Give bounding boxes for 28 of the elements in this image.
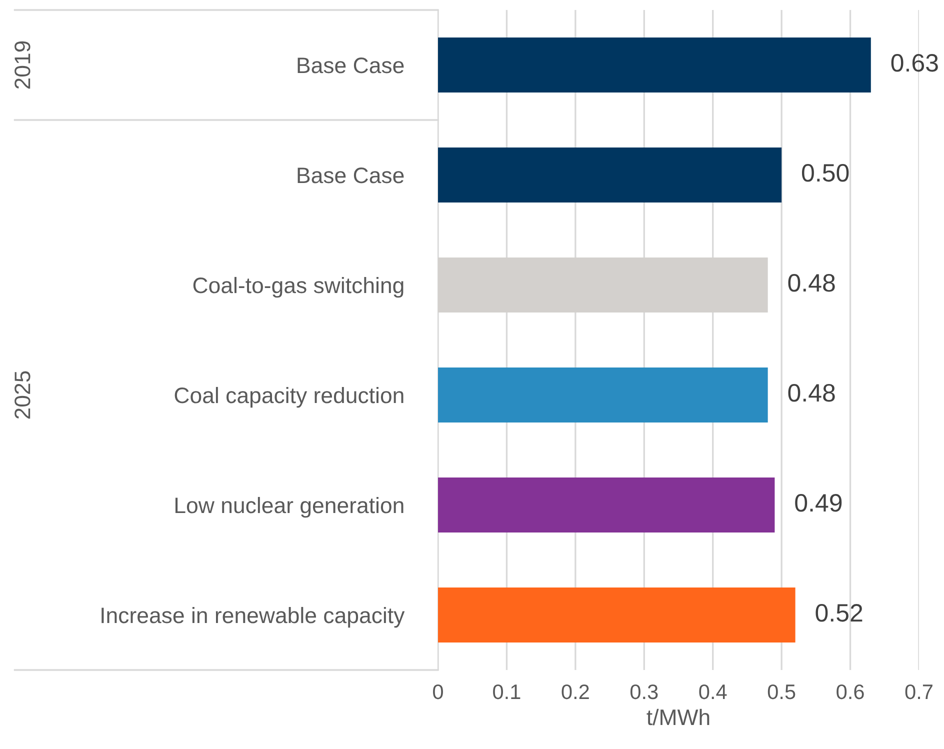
text: 2019: [14, 41, 30, 89]
data-label: 0.49: [795, 494, 842, 512]
x-tick-label: 0.3: [630, 684, 658, 700]
data-label: 0.48: [788, 384, 835, 402]
x-tick-label: 0.2: [562, 684, 589, 700]
data-label: 0.52: [816, 604, 862, 622]
data-label: 0.50: [802, 164, 849, 182]
x-tick-label: 0.6: [836, 684, 864, 700]
y-tick-label: Increase in renewable capacity: [102, 606, 405, 628]
data-label: 0.63: [891, 54, 938, 72]
y-tick-label: Base Case: [298, 58, 404, 74]
x-tick-label: 0.1: [493, 684, 520, 700]
y-tick-label: Low nuclear generation: [175, 496, 404, 518]
bar: [438, 588, 796, 642]
x-tick-label: 0.5: [768, 684, 796, 700]
y-tick-label: Coal capacity reduction: [174, 386, 404, 408]
data-label: 0.48: [788, 274, 835, 292]
bar: [438, 148, 782, 202]
y-tick-label: Base Case: [298, 168, 404, 184]
y-tick-label: Coal-to-gas switching: [193, 276, 404, 298]
x-axis-title: t/MWh: [646, 708, 710, 726]
x-tick-label: 0.7: [905, 684, 932, 700]
x-tick-label: 0.4: [699, 684, 727, 700]
x-tick-label: 0: [433, 684, 443, 700]
bar: [438, 368, 768, 422]
bar: [438, 478, 775, 532]
text: 2025: [14, 371, 30, 419]
bar: [438, 38, 871, 92]
